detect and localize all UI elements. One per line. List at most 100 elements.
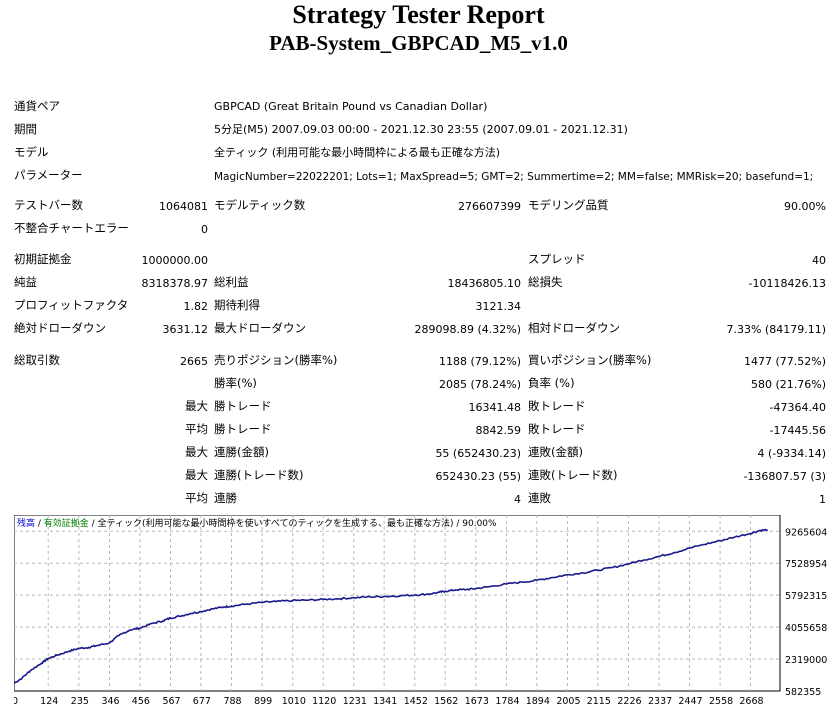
- max-consecutive-losses-label: 連敗(金額): [528, 445, 583, 459]
- profit-trades-value: 2085 (78.24%): [438, 378, 521, 391]
- gross-loss-label: 総損失: [528, 275, 563, 289]
- legend-separator-1: /: [35, 519, 44, 529]
- spread-label: スプレッド: [528, 252, 586, 266]
- max-consecutive-prefix-2: 最大: [185, 468, 208, 482]
- max-consecutive-loss-label: 連敗(トレード数): [528, 468, 618, 482]
- max-consecutive-wins-value: 55 (652430.23): [435, 447, 521, 460]
- x-tick-label: 2558: [709, 696, 733, 707]
- period-label: 期間: [14, 122, 37, 136]
- maximal-drawdown-label: 最大ドローダウン: [214, 321, 306, 335]
- spread-value: 40: [812, 254, 826, 267]
- chart-legend: 残高 / 有効証拠金 / 全ティック(利用可能な最小時間枠を使いすべてのティック…: [17, 517, 497, 529]
- expected-payoff-value: 3121.34: [475, 300, 522, 313]
- x-tick-label: 0: [14, 696, 18, 707]
- x-tick-label: 1010: [282, 696, 306, 707]
- y-tick-label: 9265604: [785, 527, 827, 538]
- largest-win-label: 勝トレード: [214, 399, 272, 413]
- average-consecutive-prefix: 平均: [185, 491, 208, 505]
- mismatch-value: 0: [201, 223, 208, 236]
- x-tick-label: 2447: [678, 696, 702, 707]
- max-consecutive-losses-value: 4 (-9334.14): [757, 447, 826, 460]
- loss-trades-label: 負率 (%): [528, 376, 575, 390]
- plot-area: [14, 515, 781, 692]
- short-positions-value: 1188 (79.12%): [438, 355, 521, 368]
- x-tick-label: 2668: [739, 696, 763, 707]
- x-tick-label: 456: [132, 696, 150, 707]
- x-tick-label: 677: [193, 696, 211, 707]
- x-tick-label: 2337: [648, 696, 672, 707]
- long-positions-label: 買いポジション(勝率%): [528, 353, 652, 367]
- model-label: モデル: [14, 145, 49, 159]
- bars-label: テストバー数: [14, 198, 83, 212]
- average-consecutive-wins-label: 連勝: [214, 491, 237, 505]
- quality-label: モデリング品質: [528, 198, 609, 212]
- ticks-value: 276607399: [458, 200, 521, 213]
- legend-separator-2: /: [89, 519, 98, 529]
- parameters-value: MagicNumber=22022201; Lots=1; MaxSpread=…: [214, 171, 814, 183]
- net-profit-value: 8318378.97: [141, 277, 208, 290]
- average-loss-value: -17445.56: [769, 424, 826, 437]
- net-profit-label: 純益: [14, 275, 37, 289]
- x-tick-label: 2115: [587, 696, 611, 707]
- maximal-drawdown-value: 289098.89 (4.32%): [414, 323, 521, 336]
- balance-chart-svg: 残高 / 有効証拠金 / 全ティック(利用可能な最小時間枠を使いすべてのティック…: [14, 515, 827, 707]
- x-tick-label: 1673: [465, 696, 489, 707]
- largest-loss-label: 敗トレード: [528, 399, 586, 413]
- total-trades-value: 2665: [180, 355, 208, 368]
- average-win-value: 8842.59: [475, 424, 522, 437]
- x-tick-label: 1452: [404, 696, 428, 707]
- expected-payoff-label: 期待利得: [214, 298, 260, 312]
- profit-factor-label: プロフィットファクタ: [14, 298, 129, 312]
- largest-win-value: 16341.48: [468, 401, 522, 414]
- y-tick-label: 582355: [785, 687, 821, 698]
- gross-loss-value: -10118426.13: [748, 277, 826, 290]
- max-consecutive-loss-value: -136807.57 (3): [743, 470, 826, 483]
- gross-profit-label: 総利益: [214, 275, 249, 289]
- mismatch-label: 不整合チャートエラー: [14, 221, 129, 235]
- largest-prefix: 最大: [185, 399, 208, 413]
- short-positions-label: 売りポジション(勝率%): [214, 353, 338, 367]
- x-tick-label: 1120: [312, 696, 336, 707]
- max-consecutive-profit-label: 連勝(トレード数): [214, 468, 304, 482]
- profit-factor-value: 1.82: [183, 300, 209, 313]
- max-consecutive-wins-label: 連勝(金額): [214, 445, 269, 459]
- loss-trades-value: 580 (21.76%): [750, 378, 826, 391]
- symbol-value: GBPCAD (Great Britain Pound vs Canadian …: [214, 100, 488, 113]
- report-subtitle: PAB-System_GBPCAD_M5_v1.0: [269, 31, 568, 55]
- average-consecutive-losses-label: 連敗: [528, 491, 551, 505]
- x-tick-label: 346: [101, 696, 119, 707]
- period-value: 5分足(M5) 2007.09.03 00:00 - 2021.12.30 23…: [214, 123, 628, 136]
- deposit-value: 1000000.00: [141, 254, 208, 267]
- x-tick-label: 2005: [556, 696, 580, 707]
- report-title: Strategy Tester Report: [292, 0, 545, 29]
- x-tick-label: 1562: [434, 696, 458, 707]
- x-tick-label: 124: [40, 696, 58, 707]
- parameters-label: パラメーター: [14, 168, 83, 182]
- x-tick-label: 567: [162, 696, 180, 707]
- quality-value: 90.00%: [784, 200, 826, 213]
- bars-value: 1064081: [159, 200, 208, 213]
- x-tick-label: 2226: [617, 696, 641, 707]
- x-tick-label: 1784: [495, 696, 519, 707]
- x-tick-label: 235: [71, 696, 89, 707]
- x-tick-label: 1894: [526, 696, 550, 707]
- max-consecutive-profit-value: 652430.23 (55): [435, 470, 521, 483]
- largest-loss-value: -47364.40: [769, 401, 826, 414]
- x-tick-label: 1341: [373, 696, 397, 707]
- x-tick-label: 788: [223, 696, 241, 707]
- relative-drawdown-label: 相対ドローダウン: [528, 321, 620, 335]
- y-tick-label: 7528954: [785, 559, 827, 570]
- profit-trades-label: 勝率(%): [214, 376, 257, 390]
- symbol-label: 通貨ペア: [14, 99, 60, 113]
- y-tick-label: 2319000: [785, 655, 827, 666]
- x-tick-label: 899: [254, 696, 272, 707]
- gross-profit-value: 18436805.10: [447, 277, 521, 290]
- legend-model-quality: 全ティック(利用可能な最小時間枠を使いすべてのティックを生成する、最も正確な方法…: [98, 517, 497, 529]
- legend-equity: 有効証拠金: [44, 517, 89, 529]
- average-consecutive-losses-value: 1: [819, 493, 826, 506]
- absolute-drawdown-label: 絶対ドローダウン: [14, 321, 106, 335]
- long-positions-value: 1477 (77.52%): [743, 355, 826, 368]
- x-tick-label: 1231: [343, 696, 367, 707]
- legend-balance: 残高: [17, 517, 35, 529]
- balance-line: [14, 528, 769, 684]
